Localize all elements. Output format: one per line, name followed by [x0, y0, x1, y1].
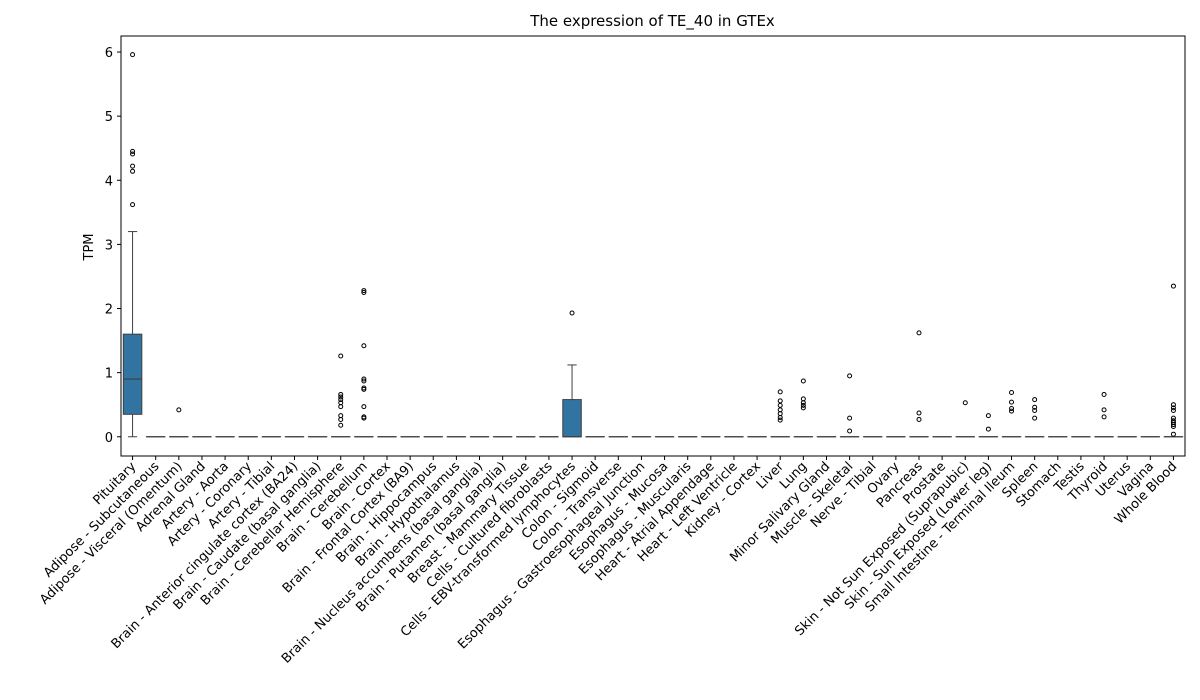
outlier-point	[338, 394, 344, 400]
outlier-point	[777, 389, 783, 395]
box-group	[169, 407, 189, 438]
outlier-point	[916, 330, 922, 336]
outlier-point	[1170, 283, 1176, 289]
box-group	[955, 400, 976, 438]
outlier-point	[985, 413, 991, 419]
outlier-point	[1101, 391, 1107, 397]
outlier-point	[1170, 431, 1176, 437]
outlier-point	[1170, 402, 1176, 408]
plot-area	[122, 52, 1184, 438]
outlier-point	[361, 414, 367, 420]
y-tick-label: 0	[105, 431, 113, 446]
outlier-point	[1009, 390, 1015, 396]
outlier-point	[1170, 407, 1176, 413]
outlier-point	[985, 426, 991, 432]
outlier-point	[1009, 399, 1015, 405]
outlier-point	[1170, 418, 1176, 424]
chart-title: The expression of TE_40 in GTEx	[529, 12, 775, 31]
outlier-point	[847, 415, 853, 421]
box-group	[1094, 391, 1114, 438]
outlier-point	[361, 343, 367, 349]
outlier-point	[569, 310, 575, 316]
box-group	[562, 310, 582, 438]
y-axis-label: TPM	[82, 234, 97, 262]
y-tick-label: 3	[105, 238, 113, 253]
outlier-point	[130, 202, 136, 208]
outlier-point	[361, 376, 367, 382]
outlier-point	[1009, 408, 1015, 414]
box-group	[122, 52, 143, 438]
outlier-point	[800, 396, 806, 402]
outlier-point	[916, 410, 922, 416]
outlier-point	[1170, 405, 1176, 411]
box-group	[839, 373, 860, 438]
outlier-point	[361, 288, 367, 294]
outlier-point	[130, 148, 136, 154]
outlier-point	[800, 402, 806, 408]
outlier-point	[916, 416, 922, 422]
box-group	[770, 389, 790, 438]
box-group	[978, 413, 999, 438]
outlier-point	[1101, 407, 1107, 413]
box-group	[1001, 390, 1022, 438]
outlier-point	[176, 407, 182, 413]
outlier-point	[1009, 406, 1015, 412]
box-group	[354, 288, 374, 438]
outlier-point	[1032, 397, 1038, 403]
outlier-point	[338, 397, 344, 403]
outlier-point	[847, 428, 853, 434]
outlier-point	[800, 378, 806, 384]
outlier-point	[777, 402, 783, 408]
box-group	[1024, 397, 1045, 438]
outlier-point	[130, 52, 136, 58]
outlier-point	[338, 413, 344, 419]
y-tick-label: 2	[105, 303, 113, 318]
outlier-point	[338, 422, 344, 428]
y-tick-label: 5	[105, 110, 113, 125]
y-tick-label: 4	[105, 174, 113, 189]
box	[562, 399, 582, 438]
outlier-point	[338, 391, 344, 397]
outlier-point	[1170, 415, 1176, 421]
outlier-point	[361, 404, 367, 410]
outlier-point	[130, 163, 136, 169]
outlier-point	[130, 151, 136, 157]
outlier-point	[361, 289, 367, 295]
outlier-point	[777, 398, 783, 404]
outlier-point	[338, 400, 344, 406]
outlier-point	[361, 385, 367, 391]
box-group	[330, 353, 351, 438]
box-group	[1163, 283, 1184, 438]
outlier-point	[962, 400, 968, 406]
outlier-point	[1032, 407, 1038, 413]
outlier-point	[361, 378, 367, 384]
outlier-point	[847, 373, 853, 379]
y-tick-label: 1	[105, 367, 113, 382]
outlier-point	[338, 353, 344, 359]
outlier-point	[800, 405, 806, 411]
outlier-point	[130, 168, 136, 174]
box-group	[909, 330, 929, 438]
outlier-point	[1101, 414, 1107, 420]
box	[122, 333, 143, 415]
outlier-point	[1032, 415, 1038, 421]
outlier-point	[1032, 404, 1038, 410]
box-group	[793, 378, 814, 438]
outlier-point	[777, 417, 783, 423]
y-tick-label: 6	[105, 46, 113, 61]
plot-frame	[120, 35, 1186, 457]
